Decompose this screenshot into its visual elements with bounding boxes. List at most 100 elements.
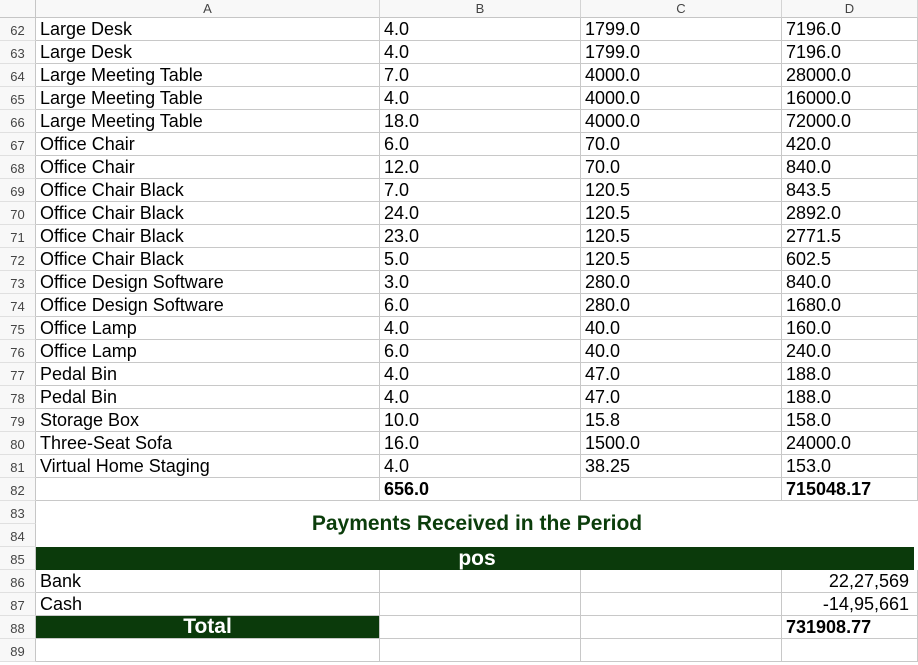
row-number[interactable]: 70 — [0, 202, 36, 225]
quantity-cell[interactable]: 18.0 — [380, 110, 581, 133]
amount-cell[interactable]: 28000.0 — [782, 64, 918, 87]
subtotal-amount-cell[interactable]: 715048.17 — [782, 478, 918, 501]
row-number[interactable]: 87 — [0, 593, 36, 616]
amount-cell[interactable]: 158.0 — [782, 409, 918, 432]
unit-price-cell[interactable]: 1799.0 — [581, 41, 782, 64]
unit-price-cell[interactable]: 15.8 — [581, 409, 782, 432]
unit-price-cell[interactable]: 70.0 — [581, 156, 782, 179]
row-number[interactable]: 83 — [0, 501, 36, 524]
quantity-cell[interactable]: 4.0 — [380, 455, 581, 478]
quantity-cell[interactable]: 4.0 — [380, 87, 581, 110]
row-number[interactable]: 75 — [0, 317, 36, 340]
amount-cell[interactable]: 24000.0 — [782, 432, 918, 455]
row-number[interactable]: 81 — [0, 455, 36, 478]
item-name-cell[interactable]: Large Meeting Table — [36, 110, 380, 133]
amount-cell[interactable]: 602.5 — [782, 248, 918, 271]
row-number[interactable]: 72 — [0, 248, 36, 271]
row-number[interactable]: 67 — [0, 133, 36, 156]
column-header-c[interactable]: C — [581, 0, 782, 18]
column-header-b[interactable]: B — [380, 0, 581, 18]
unit-price-cell[interactable]: 120.5 — [581, 225, 782, 248]
row-number[interactable]: 65 — [0, 87, 36, 110]
unit-price-cell[interactable]: 4000.0 — [581, 110, 782, 133]
amount-cell[interactable]: 840.0 — [782, 156, 918, 179]
item-name-cell[interactable]: Office Design Software — [36, 271, 380, 294]
item-name-cell[interactable]: Office Chair Black — [36, 225, 380, 248]
amount-cell[interactable]: 72000.0 — [782, 110, 918, 133]
row-number[interactable]: 82 — [0, 478, 36, 501]
amount-cell[interactable]: 16000.0 — [782, 87, 918, 110]
quantity-cell[interactable]: 4.0 — [380, 363, 581, 386]
cell-b[interactable] — [380, 639, 581, 662]
amount-cell[interactable]: 843.5 — [782, 179, 918, 202]
unit-price-cell[interactable]: 120.5 — [581, 248, 782, 271]
quantity-cell[interactable]: 5.0 — [380, 248, 581, 271]
amount-cell[interactable]: 153.0 — [782, 455, 918, 478]
payment-label-cell[interactable]: Bank — [36, 570, 380, 593]
item-name-cell[interactable]: Storage Box — [36, 409, 380, 432]
quantity-cell[interactable]: 16.0 — [380, 432, 581, 455]
unit-price-cell[interactable]: 4000.0 — [581, 64, 782, 87]
row-number[interactable]: 62 — [0, 18, 36, 41]
unit-price-cell[interactable]: 40.0 — [581, 317, 782, 340]
quantity-cell[interactable]: 6.0 — [380, 340, 581, 363]
cell-b[interactable] — [380, 616, 581, 639]
unit-price-cell[interactable]: 70.0 — [581, 133, 782, 156]
row-number[interactable]: 64 — [0, 64, 36, 87]
row-number[interactable]: 77 — [0, 363, 36, 386]
row-number[interactable]: 88 — [0, 616, 36, 639]
item-name-cell[interactable]: Virtual Home Staging — [36, 455, 380, 478]
unit-price-cell[interactable]: 280.0 — [581, 271, 782, 294]
cell-d[interactable] — [782, 639, 918, 662]
row-number[interactable]: 71 — [0, 225, 36, 248]
item-name-cell[interactable]: Three-Seat Sofa — [36, 432, 380, 455]
amount-cell[interactable]: 160.0 — [782, 317, 918, 340]
row-number[interactable]: 69 — [0, 179, 36, 202]
cell-c[interactable] — [581, 478, 782, 501]
amount-cell[interactable]: 420.0 — [782, 133, 918, 156]
amount-cell[interactable]: 188.0 — [782, 363, 918, 386]
quantity-cell[interactable]: 4.0 — [380, 18, 581, 41]
item-name-cell[interactable]: Office Design Software — [36, 294, 380, 317]
amount-cell[interactable]: 1680.0 — [782, 294, 918, 317]
row-number[interactable]: 80 — [0, 432, 36, 455]
cell-a[interactable] — [36, 478, 380, 501]
row-number[interactable]: 66 — [0, 110, 36, 133]
subtotal-quantity-cell[interactable]: 656.0 — [380, 478, 581, 501]
quantity-cell[interactable]: 4.0 — [380, 386, 581, 409]
unit-price-cell[interactable]: 120.5 — [581, 179, 782, 202]
item-name-cell[interactable]: Large Desk — [36, 18, 380, 41]
cell-a[interactable] — [36, 639, 380, 662]
amount-cell[interactable]: 188.0 — [782, 386, 918, 409]
payment-amount-cell[interactable]: -14,95,661 — [782, 593, 918, 616]
item-name-cell[interactable]: Large Meeting Table — [36, 64, 380, 87]
item-name-cell[interactable]: Pedal Bin — [36, 363, 380, 386]
quantity-cell[interactable]: 6.0 — [380, 294, 581, 317]
row-number[interactable]: 84 — [0, 524, 36, 547]
item-name-cell[interactable]: Large Desk — [36, 41, 380, 64]
amount-cell[interactable]: 7196.0 — [782, 41, 918, 64]
quantity-cell[interactable]: 6.0 — [380, 133, 581, 156]
row-number[interactable]: 73 — [0, 271, 36, 294]
amount-cell[interactable]: 2892.0 — [782, 202, 918, 225]
cell-c[interactable] — [581, 570, 782, 593]
quantity-cell[interactable]: 24.0 — [380, 202, 581, 225]
quantity-cell[interactable]: 4.0 — [380, 317, 581, 340]
column-header-a[interactable]: A — [36, 0, 380, 18]
item-name-cell[interactable]: Office Lamp — [36, 317, 380, 340]
item-name-cell[interactable]: Office Chair — [36, 133, 380, 156]
payments-header-cell[interactable]: pos — [36, 547, 914, 570]
payment-amount-cell[interactable]: 22,27,569 — [782, 570, 918, 593]
quantity-cell[interactable]: 23.0 — [380, 225, 581, 248]
payment-label-cell[interactable]: Cash — [36, 593, 380, 616]
row-number[interactable]: 63 — [0, 41, 36, 64]
cell-b[interactable] — [380, 570, 581, 593]
column-header-d[interactable]: D — [782, 0, 918, 18]
unit-price-cell[interactable]: 280.0 — [581, 294, 782, 317]
row-number[interactable]: 85 — [0, 547, 36, 570]
row-number[interactable]: 86 — [0, 570, 36, 593]
amount-cell[interactable]: 240.0 — [782, 340, 918, 363]
item-name-cell[interactable]: Office Chair Black — [36, 202, 380, 225]
quantity-cell[interactable]: 7.0 — [380, 179, 581, 202]
quantity-cell[interactable]: 12.0 — [380, 156, 581, 179]
